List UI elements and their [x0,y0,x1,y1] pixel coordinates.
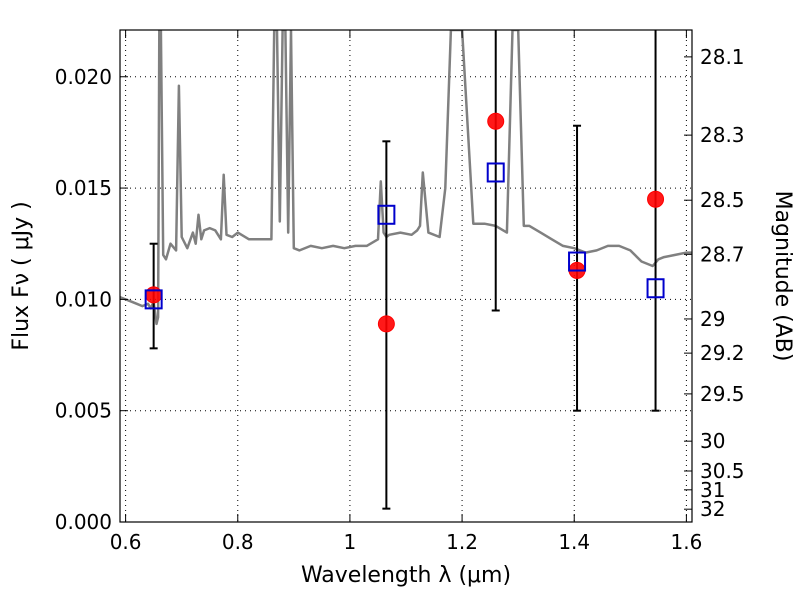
synthetic-point [646,278,665,299]
y2-tick-label: 29.5 [700,382,745,406]
model-spectrum-line [120,30,692,326]
y2-tick-label: 28.5 [700,188,745,212]
y2-tick-label: 29.2 [700,341,745,365]
synthetic-point [568,251,587,272]
y2-tick-label: 29 [700,307,725,331]
y2-tick-label: 28.7 [700,242,745,266]
observed-point [377,315,395,333]
x-tick-label: 0.6 [110,530,142,554]
y-tick-label: 0.015 [55,176,112,200]
x-tick-label: 1 [344,530,357,554]
grid [120,30,692,523]
y-tick-label: 0.000 [55,510,112,534]
y2-tick-label: 32 [700,497,725,521]
y-axis-label: Flux Fν ( μJy ) [9,201,34,350]
plot-area [120,30,692,510]
plot-frame [119,29,693,523]
y2-tick-label: 28.3 [700,123,745,147]
x-tick-label: 1.4 [558,530,590,554]
observed-point [487,112,505,130]
x-tick-label: 0.8 [222,530,254,554]
axis-ticks: 0.6 0.8 1 1.2 1.4 1.6 0.000 0.005 0.010 0.015 0.02… [55,30,745,554]
synthetic-point [486,162,505,183]
y-tick-label: 0.010 [55,287,112,311]
y-tick-label: 0.020 [55,65,112,89]
y2-axis-label: Magnitude (AB) [770,191,795,362]
synthetic-point [144,289,163,310]
y2-tick-label: 28.1 [700,45,745,69]
y-tick-label: 0.005 [55,399,112,423]
observed-point [145,286,163,304]
x-axis-label: Wavelength λ (μm) [301,563,511,588]
synthetic-point [377,204,396,225]
observed-point [647,190,665,208]
x-tick-label: 1.6 [670,530,702,554]
y2-tick-label: 30.5 [700,459,745,483]
y2-tick-label: 31 [700,478,725,502]
y2-tick-label: 30 [700,429,725,453]
x-tick-label: 1.2 [446,530,478,554]
